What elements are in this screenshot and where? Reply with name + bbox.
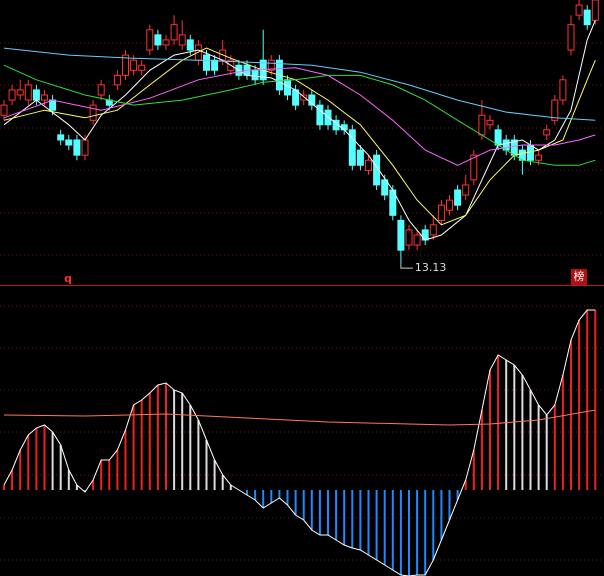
- candle-body: [308, 94, 316, 106]
- candle-body: [170, 24, 178, 41]
- candle-body: [16, 89, 24, 96]
- marker-text: 榜: [574, 269, 585, 283]
- annotation-arrow: [400, 264, 413, 269]
- candle-body: [429, 224, 437, 236]
- candle-body: [421, 229, 429, 241]
- candle-body: [324, 109, 332, 126]
- moving-average-line: [3, 64, 596, 166]
- candle-body: [316, 104, 324, 126]
- candle-body: [97, 84, 105, 96]
- candle-body: [73, 139, 81, 156]
- candle-body: [591, 0, 599, 21]
- candle-body: [300, 94, 308, 101]
- candle-body: [437, 204, 445, 221]
- candle-body: [583, 9, 591, 26]
- candle-body: [543, 129, 551, 136]
- candle-body: [397, 219, 405, 251]
- moving-average-line: [3, 67, 596, 166]
- candle-body: [365, 159, 372, 171]
- candle-body: [81, 139, 89, 156]
- candle-body: [138, 64, 146, 71]
- candle-body: [454, 189, 462, 206]
- candle-body: [551, 99, 559, 121]
- marker-text: q: [64, 272, 72, 285]
- candle-body: [211, 59, 219, 71]
- candle-body: [57, 134, 65, 141]
- annotation-text: 13.13: [415, 261, 447, 274]
- candle-body: [535, 154, 543, 161]
- candle-body: [8, 89, 16, 101]
- candle-body: [413, 234, 421, 246]
- moving-average-line: [3, 47, 596, 226]
- candle-body: [356, 149, 364, 166]
- signal-line: [3, 409, 596, 426]
- grid-layout: [0, 42, 604, 561]
- candle-body: [162, 39, 170, 46]
- candle-body: [559, 79, 567, 101]
- candle-body: [486, 119, 494, 126]
- candle-body: [41, 94, 48, 101]
- candle-body: [470, 154, 478, 181]
- candle-body: [494, 129, 502, 146]
- candle-body: [89, 104, 97, 121]
- candle-body: [373, 154, 381, 186]
- candle-body: [186, 39, 194, 51]
- candle-body: [0, 104, 8, 116]
- candle-body: [154, 34, 162, 46]
- candle-body: [267, 59, 275, 71]
- candle-body: [446, 199, 453, 211]
- candle-body: [567, 24, 575, 51]
- candle-body: [130, 59, 138, 71]
- candle-body: [122, 54, 129, 76]
- moving-average-line: [3, 47, 596, 121]
- candle-body: [24, 84, 32, 101]
- candle-body: [49, 99, 57, 111]
- candle-body: [348, 129, 356, 166]
- candle-body: [340, 124, 348, 131]
- candle-body: [178, 34, 186, 46]
- candle-body: [462, 184, 470, 196]
- candle-body: [32, 89, 40, 101]
- marker-box: [571, 269, 587, 285]
- candle-body: [113, 74, 121, 86]
- moving-average-line: [3, 20, 596, 241]
- candle-body: [381, 179, 389, 196]
- candle-body: [203, 54, 210, 71]
- indicator-line: [3, 309, 596, 576]
- candle-body: [575, 4, 583, 16]
- candle-body: [405, 229, 413, 246]
- candle-body: [478, 114, 486, 136]
- candle-body: [251, 69, 259, 81]
- candle-body: [146, 29, 154, 51]
- candle-body: [65, 139, 73, 146]
